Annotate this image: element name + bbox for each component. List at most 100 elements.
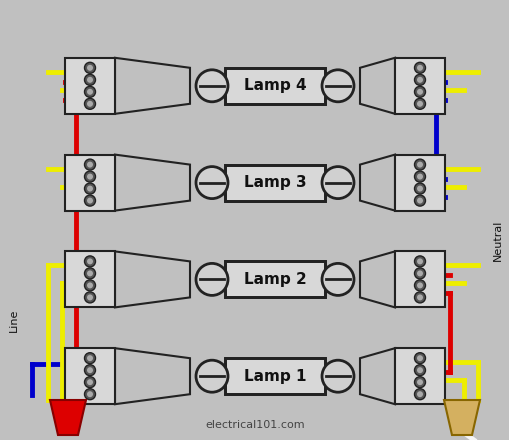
Text: electrical101.com: electrical101.com — [205, 420, 304, 430]
Text: Lamp 2: Lamp 2 — [243, 272, 306, 287]
Bar — [394, 58, 444, 114]
Bar — [224, 358, 324, 394]
Bar — [65, 58, 115, 114]
Circle shape — [84, 389, 95, 400]
Bar — [224, 358, 324, 394]
Circle shape — [416, 294, 422, 301]
Polygon shape — [359, 251, 394, 308]
Circle shape — [84, 86, 95, 97]
Bar — [394, 348, 444, 404]
Circle shape — [414, 365, 425, 376]
Bar — [65, 348, 115, 404]
Circle shape — [87, 391, 93, 397]
Circle shape — [416, 271, 422, 276]
Polygon shape — [115, 251, 190, 308]
Circle shape — [87, 258, 93, 264]
Circle shape — [87, 174, 93, 180]
Circle shape — [321, 264, 353, 295]
Circle shape — [87, 77, 93, 83]
Polygon shape — [50, 400, 86, 435]
Circle shape — [84, 98, 95, 109]
Circle shape — [87, 355, 93, 361]
Circle shape — [87, 294, 93, 301]
Polygon shape — [115, 58, 190, 114]
Circle shape — [414, 183, 425, 194]
Circle shape — [416, 174, 422, 180]
Circle shape — [87, 89, 93, 95]
Circle shape — [414, 171, 425, 182]
Circle shape — [84, 353, 95, 364]
Circle shape — [416, 391, 422, 397]
Circle shape — [416, 367, 422, 373]
Circle shape — [87, 65, 93, 71]
Circle shape — [416, 65, 422, 71]
Circle shape — [87, 186, 93, 191]
Circle shape — [84, 268, 95, 279]
Bar — [224, 68, 324, 104]
Circle shape — [416, 77, 422, 83]
Circle shape — [84, 183, 95, 194]
Circle shape — [87, 101, 93, 107]
Text: Lamp 3: Lamp 3 — [243, 175, 306, 190]
Circle shape — [195, 70, 228, 102]
Circle shape — [84, 292, 95, 303]
Bar — [65, 251, 115, 308]
Circle shape — [416, 258, 422, 264]
Circle shape — [195, 360, 228, 392]
Circle shape — [416, 101, 422, 107]
Circle shape — [87, 161, 93, 168]
Circle shape — [414, 353, 425, 364]
Circle shape — [84, 62, 95, 73]
Circle shape — [416, 282, 422, 288]
Polygon shape — [115, 154, 190, 211]
Circle shape — [414, 62, 425, 73]
Bar — [224, 261, 324, 297]
Circle shape — [84, 171, 95, 182]
Polygon shape — [359, 154, 394, 211]
Bar — [224, 165, 324, 201]
Circle shape — [414, 98, 425, 109]
Circle shape — [87, 198, 93, 204]
Circle shape — [84, 280, 95, 291]
Text: Line: Line — [9, 308, 19, 332]
Text: Lamp 4: Lamp 4 — [243, 78, 306, 93]
Bar — [394, 154, 444, 211]
Circle shape — [414, 292, 425, 303]
Circle shape — [87, 379, 93, 385]
Circle shape — [87, 271, 93, 276]
Circle shape — [414, 256, 425, 267]
Circle shape — [84, 195, 95, 206]
Circle shape — [414, 389, 425, 400]
Circle shape — [84, 365, 95, 376]
Circle shape — [321, 70, 353, 102]
Text: Lamp 1: Lamp 1 — [243, 369, 305, 384]
Polygon shape — [443, 400, 479, 435]
Polygon shape — [115, 348, 190, 404]
Circle shape — [414, 195, 425, 206]
Circle shape — [414, 268, 425, 279]
Circle shape — [416, 379, 422, 385]
Circle shape — [84, 377, 95, 388]
Circle shape — [84, 256, 95, 267]
Circle shape — [84, 74, 95, 85]
Circle shape — [416, 161, 422, 168]
Bar — [394, 251, 444, 308]
Circle shape — [87, 282, 93, 288]
Circle shape — [414, 74, 425, 85]
Circle shape — [414, 159, 425, 170]
Circle shape — [195, 264, 228, 295]
Text: Neutral: Neutral — [492, 219, 502, 260]
Circle shape — [84, 159, 95, 170]
Circle shape — [414, 280, 425, 291]
Bar — [65, 154, 115, 211]
Circle shape — [414, 86, 425, 97]
Circle shape — [416, 186, 422, 191]
Circle shape — [416, 89, 422, 95]
Circle shape — [321, 360, 353, 392]
Polygon shape — [359, 348, 394, 404]
Circle shape — [87, 367, 93, 373]
Circle shape — [416, 355, 422, 361]
Circle shape — [321, 167, 353, 198]
Bar — [224, 165, 324, 201]
Circle shape — [195, 167, 228, 198]
